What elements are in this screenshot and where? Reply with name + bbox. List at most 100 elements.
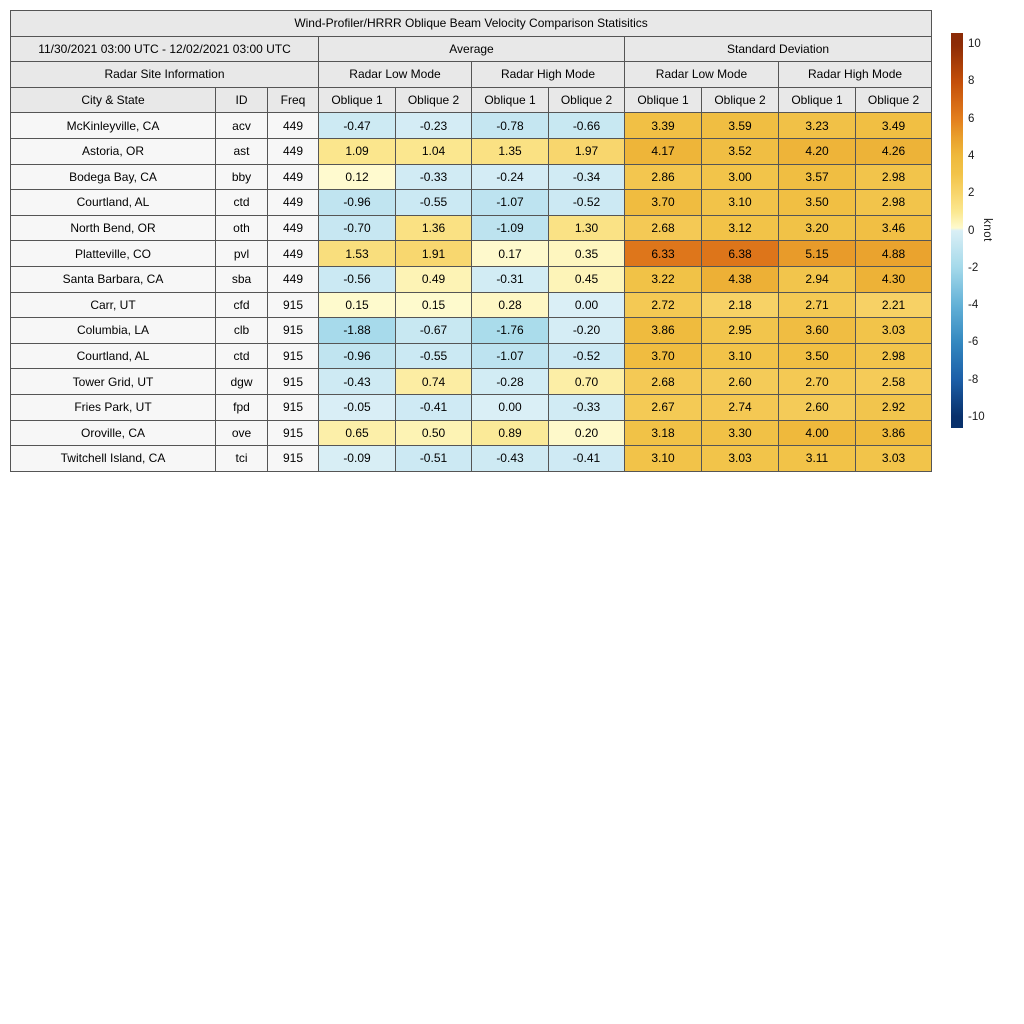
value-cell: 3.11	[778, 445, 856, 472]
value-cell: 1.97	[548, 137, 625, 165]
value-cell: -0.78	[471, 112, 549, 139]
freq-cell: 449	[267, 163, 319, 191]
value-cell: 1.35	[471, 137, 549, 165]
value-cell: 3.03	[701, 445, 779, 472]
value-cell: 3.57	[778, 163, 856, 191]
city-cell: Courtland, AL	[10, 189, 216, 216]
value-cell: 4.30	[854, 265, 933, 293]
value-cell: -0.33	[395, 163, 472, 191]
site-id-cell: sba	[215, 265, 268, 293]
stats-table: Wind-Profiler/HRRR Oblique Beam Velocity…	[9, 10, 933, 472]
value-cell: 2.18	[701, 291, 779, 319]
value-cell: -0.96	[318, 189, 396, 216]
value-cell: 0.15	[395, 291, 472, 319]
value-cell: 0.20	[548, 419, 625, 447]
group-header-average: Average	[318, 35, 625, 63]
value-cell: 3.00	[701, 163, 779, 191]
value-cell: -0.41	[548, 445, 625, 472]
table-body: McKinleyville, CA acv 449 -0.47 -0.23 -0.78 -0…	[10, 112, 933, 472]
value-cell: -0.09	[318, 445, 396, 472]
site-id-cell: ast	[215, 137, 268, 165]
site-id-cell: oth	[215, 214, 268, 242]
value-cell: 3.50	[778, 189, 856, 216]
value-cell: 1.04	[395, 137, 472, 165]
value-cell: 2.68	[624, 368, 702, 395]
freq-cell: 915	[267, 419, 319, 447]
value-cell: 4.88	[854, 240, 933, 267]
value-cell: 2.95	[701, 317, 779, 344]
value-cell: 3.46	[854, 214, 933, 242]
value-cell: 1.30	[548, 214, 625, 242]
table-row: Santa Barbara, CA sba 449 -0.56 0.49 -0.31 0.4…	[10, 265, 933, 293]
mode-header-std-high: Radar High Mode	[777, 61, 933, 88]
table-row: Tower Grid, UT dgw 915 -0.43 0.74 -0.28 0.70 2.…	[10, 368, 933, 395]
value-cell: 2.86	[624, 163, 702, 191]
city-cell: Astoria, OR	[10, 137, 216, 165]
value-cell: 2.92	[854, 393, 933, 421]
city-cell: North Bend, OR	[10, 214, 216, 242]
value-cell: 3.30	[701, 419, 779, 447]
radar-site-info-header: Radar Site Information	[10, 61, 319, 88]
mode-header-row: Radar Site Information Radar Low Mode Ra…	[10, 61, 933, 88]
city-cell: Courtland, AL	[10, 342, 216, 370]
site-id-cell: bby	[215, 163, 268, 191]
value-cell: 2.60	[701, 368, 779, 395]
table-row: Oroville, CA ove 915 0.65 0.50 0.89 0.20 3.18 3.…	[10, 419, 933, 447]
value-cell: 3.39	[624, 112, 702, 139]
col-header-oblique: Oblique 2	[701, 86, 779, 114]
colorbar-tick-label: 10	[968, 38, 981, 51]
value-cell: 4.20	[778, 137, 856, 165]
freq-cell: 915	[267, 445, 319, 472]
value-cell: 2.68	[624, 214, 702, 242]
colorbar-tick-label: 2	[968, 187, 975, 200]
colorbar-tick-label: 6	[968, 112, 975, 125]
mode-header-std-low: Radar Low Mode	[624, 61, 779, 88]
table-row: Astoria, OR ast 449 1.09 1.04 1.35 1.97 4.17 3.5…	[10, 137, 933, 165]
value-cell: -0.23	[395, 112, 472, 139]
value-cell: 1.09	[318, 137, 396, 165]
colorbar-tick-label: -4	[968, 299, 979, 312]
freq-cell: 449	[267, 137, 319, 165]
value-cell: -0.55	[395, 189, 472, 216]
site-id-cell: ove	[215, 419, 268, 447]
col-header-city-state: City & State	[10, 86, 216, 114]
value-cell: 5.15	[778, 240, 856, 267]
value-cell: 3.60	[778, 317, 856, 344]
value-cell: 0.49	[395, 265, 472, 293]
site-id-cell: pvl	[215, 240, 268, 267]
value-cell: -0.31	[471, 265, 549, 293]
value-cell: -0.66	[548, 112, 625, 139]
site-id-cell: cfd	[215, 291, 268, 319]
value-cell: -0.52	[548, 189, 625, 216]
value-cell: 2.71	[778, 291, 856, 319]
value-cell: 3.03	[854, 445, 933, 472]
value-cell: 4.17	[624, 137, 702, 165]
value-cell: 4.38	[701, 265, 779, 293]
value-cell: 3.23	[778, 112, 856, 139]
value-cell: -0.41	[395, 393, 472, 421]
value-cell: 2.58	[854, 368, 933, 395]
city-cell: Columbia, LA	[10, 317, 216, 344]
value-cell: 3.22	[624, 265, 702, 293]
freq-cell: 915	[267, 317, 319, 344]
city-cell: Santa Barbara, CA	[10, 265, 216, 293]
value-cell: 6.38	[701, 240, 779, 267]
value-cell: 3.10	[701, 342, 779, 370]
city-cell: Oroville, CA	[10, 419, 216, 447]
freq-cell: 449	[267, 189, 319, 216]
table-row: Courtland, AL ctd 915 -0.96 -0.55 -1.07 -0.52 3…	[10, 342, 933, 370]
colorbar-tick-label: -10	[968, 410, 985, 423]
date-range-cell: 11/30/2021 03:00 UTC - 12/02/2021 03:00 …	[10, 35, 319, 63]
freq-cell: 915	[267, 393, 319, 421]
freq-cell: 915	[267, 291, 319, 319]
value-cell: -0.34	[548, 163, 625, 191]
value-cell: 0.17	[471, 240, 549, 267]
site-id-cell: tci	[215, 445, 268, 472]
freq-cell: 915	[267, 342, 319, 370]
group-header-row: 11/30/2021 03:00 UTC - 12/02/2021 03:00 …	[10, 35, 933, 63]
city-cell: Tower Grid, UT	[10, 368, 216, 395]
value-cell: 0.65	[318, 419, 396, 447]
value-cell: -0.55	[395, 342, 472, 370]
col-header-freq: Freq	[267, 86, 319, 114]
freq-cell: 449	[267, 240, 319, 267]
